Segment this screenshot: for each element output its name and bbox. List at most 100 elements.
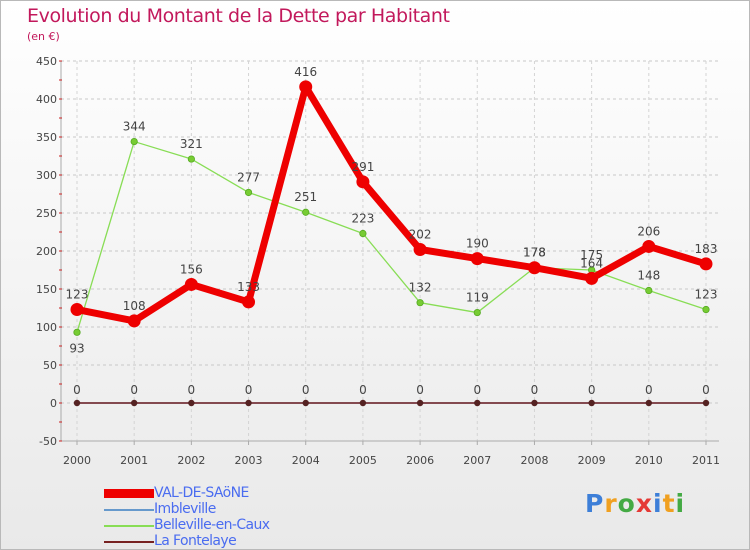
logo-letter: t [662,489,676,518]
data-label-belleville-en-caux: 178 [523,246,546,260]
legend-swatch-la-fontelaye [104,541,154,543]
data-label-belleville-en-caux: 277 [237,170,260,184]
chart-title: Evolution du Montant de la Dette par Hab… [27,5,450,27]
data-label-zero: 0 [188,383,196,397]
data-point [242,295,256,309]
data-point [527,261,541,275]
x-tick-label: 2011 [692,454,720,467]
y-tick-label: 50 [43,359,57,372]
data-point [359,399,367,407]
data-point [356,175,370,189]
data-label-belleville-en-caux: 119 [466,291,489,305]
data-point [359,229,367,238]
legend-label-la-fontelaye: La Fontelaye [154,533,237,549]
data-label-zero: 0 [473,383,481,397]
legend-swatch-val-de-saone [104,489,154,498]
data-label-zero: 0 [588,383,596,397]
logo-letter: x [635,489,653,518]
data-point [645,286,653,295]
data-label-zero: 0 [130,383,138,397]
x-tick-label: 2001 [120,454,148,467]
data-point [245,399,252,407]
legend-label-belleville-en-caux: Belleville-en-Caux [154,517,270,533]
data-label-val-de-saone: 156 [180,262,203,276]
data-point [702,305,710,314]
data-point [413,242,427,256]
data-label-val-de-saone: 291 [351,160,374,174]
y-tick-label: -50 [39,435,57,448]
x-tick-label: 2005 [349,454,377,467]
data-point [470,252,484,266]
logo-letter: i [653,489,663,518]
chart-subtitle: (en €) [27,30,60,43]
data-label-val-de-saone: 123 [66,288,89,302]
x-tick-label: 2010 [635,454,663,467]
data-point [531,399,538,407]
x-tick-label: 2003 [235,454,263,467]
data-point [130,137,138,146]
data-point [588,399,595,407]
data-point [188,399,195,407]
series-lines [70,80,713,407]
data-label-belleville-en-caux: 223 [351,212,374,226]
data-point [702,399,710,407]
x-tick-label: 2009 [578,454,606,467]
x-tick-label: 2008 [520,454,548,467]
logo-letter: o [617,489,636,518]
data-label-belleville-en-caux: 175 [580,248,603,262]
data-label-val-de-saone: 190 [466,237,489,251]
y-tick-label: 350 [36,131,57,144]
data-label-val-de-saone: 206 [637,224,660,238]
y-tick-label: 450 [36,55,57,68]
data-label-zero: 0 [359,383,367,397]
data-label-zero: 0 [531,383,539,397]
data-labels: 123 108 156 133 416 291 202 190 178 164 206 183 93 34… [66,65,718,397]
data-point [416,399,424,407]
logo-letter: P [585,489,605,518]
data-point [70,303,84,317]
legend-label-imbleville: Imbleville [154,501,216,517]
data-point [699,257,713,271]
data-point [73,328,81,336]
y-axis-ticks: -50 0 50 100 150 200 250 300 350 400 450 [36,55,57,448]
y-tick-label: 200 [36,245,57,258]
data-label-belleville-en-caux: 148 [637,269,660,283]
y-tick-label: 100 [36,321,57,334]
data-label-zero: 0 [73,383,81,397]
data-label-zero: 0 [702,383,710,397]
data-label-val-de-saone: 164 [580,256,603,270]
data-label-val-de-saone: 416 [294,65,317,79]
y-tick-label: 400 [36,93,57,106]
y-tick-label: 150 [36,283,57,296]
logo-letter: i [675,489,686,518]
data-label-belleville-en-caux: 344 [123,120,146,134]
x-axis-ticks: 2000 2001 2002 2003 2004 2005 2006 2007 2008 2009… [63,441,720,467]
data-point [302,399,309,407]
y-tick-label: 250 [36,207,57,220]
data-point [416,299,424,307]
y-tick-label: 0 [50,397,57,410]
data-label-belleville-en-caux: 123 [695,288,718,302]
x-tick-label: 2007 [463,454,491,467]
data-point [127,314,141,328]
data-point [645,399,653,407]
data-label-belleville-en-caux: 251 [294,190,317,204]
data-label-belleville-en-caux: 132 [409,281,432,295]
legend-label-val-de-saone: VAL-DE-SAöNE [154,485,249,501]
data-label-zero: 0 [645,383,653,397]
x-tick-label: 2002 [177,454,205,467]
x-tick-label: 2006 [406,454,434,467]
data-label-belleville-en-caux: 93 [69,341,84,355]
data-point [244,188,253,197]
data-label-val-de-saone: 178 [523,246,546,260]
x-tick-label: 2004 [292,454,320,467]
data-point [474,399,481,407]
data-point [642,239,656,253]
series-line [76,140,707,333]
y-tick-label: 300 [36,169,57,182]
data-label-val-de-saone: 183 [695,242,718,256]
logo-letter: r [604,489,618,518]
series-line [73,83,710,325]
